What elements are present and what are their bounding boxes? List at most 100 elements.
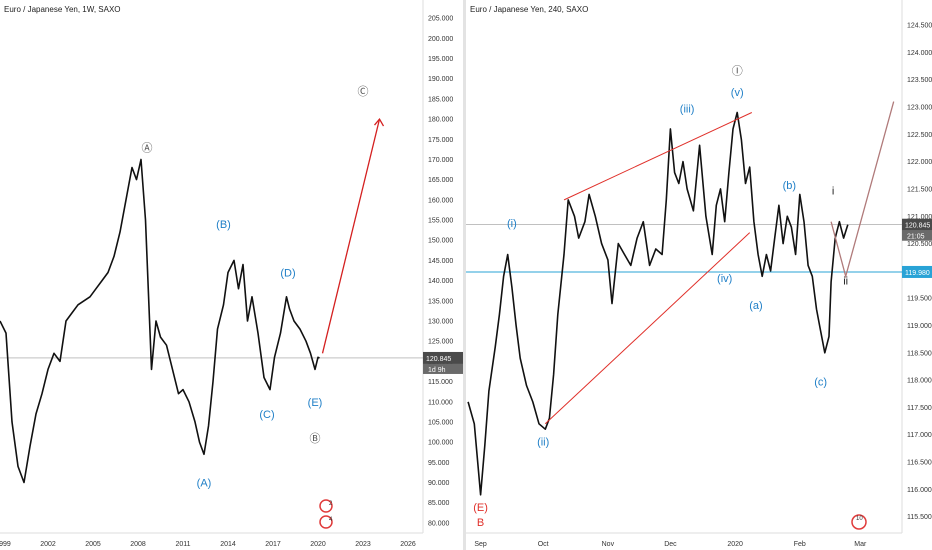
wave-label: (c): [814, 377, 827, 389]
wave-label: (C): [259, 409, 274, 421]
y-tick-label: 185.000: [428, 96, 453, 103]
price-series-line: [0, 158, 320, 484]
y-tick-label: 117.000: [907, 432, 932, 439]
y-tick-label: 195.000: [428, 56, 453, 63]
y-tick-label: 205.000: [428, 16, 453, 23]
y-tick-label: 95.000: [428, 460, 450, 467]
wave-label: (A): [197, 478, 212, 490]
4h-chart[interactable]: Euro / Japanese Yen, 240, SAXO 115.500 11…: [466, 0, 932, 550]
wave-label: (E): [308, 397, 323, 409]
current-price-value: 120.845: [905, 223, 930, 230]
y-tick-label: 90.000: [428, 480, 450, 487]
x-tick-label: 2005: [85, 541, 101, 548]
y-tick-label: 175.000: [428, 137, 453, 144]
x-tick-label: 2014: [220, 541, 236, 548]
wave-label: (ii): [537, 437, 549, 449]
weekly-chart-panel[interactable]: Euro / Japanese Yen, 1W, SAXO 80.000 85.0…: [0, 0, 463, 550]
countdown-value: 1d 9h: [428, 367, 446, 374]
y-tick-label: 100.000: [428, 440, 453, 447]
panel-divider[interactable]: [463, 0, 466, 550]
y-tick-label: 125.000: [428, 339, 453, 346]
level-price-tag: [902, 265, 932, 278]
y-tick-label: 190.000: [428, 76, 453, 83]
current-price-value: 120.845: [426, 356, 451, 363]
y-tick-label: 165.000: [428, 177, 453, 184]
x-tick-label: 1999: [0, 541, 11, 548]
y-tick-label: 135.000: [428, 298, 453, 305]
projection-path: [830, 101, 895, 279]
4h-chart-panel[interactable]: Euro / Japanese Yen, 240, SAXO 115.500 11…: [466, 0, 932, 550]
y-tick-label: 122.000: [907, 159, 932, 166]
y-tick-label: 123.000: [907, 105, 932, 112]
y-tick-label: 116.500: [907, 460, 932, 467]
wave-label: (b): [783, 180, 796, 192]
y-tick-label: 116.000: [907, 487, 932, 494]
price-series-line: [467, 111, 849, 496]
wave-label: (iii): [680, 103, 695, 115]
y-tick-label: 118.000: [907, 378, 932, 385]
x-tick-label: 2002: [40, 541, 56, 548]
x-tick-label: 2017: [265, 541, 281, 548]
wave-label: Ⓒ: [358, 85, 369, 98]
4h-chart-title: Euro / Japanese Yen, 240, SAXO: [470, 5, 588, 14]
y-tick-label: 115.500: [907, 514, 932, 521]
y-tick-label: 180.000: [428, 117, 453, 124]
wave-label: (a): [749, 300, 762, 312]
trend-line: [544, 232, 751, 425]
y-tick-label: 117.500: [907, 405, 932, 412]
event-badge-count: 2: [329, 501, 333, 507]
y-tick-label: 155.000: [428, 218, 453, 225]
trend-line: [563, 112, 753, 201]
countdown-tag: [902, 230, 932, 241]
x-tick-label: Feb: [794, 541, 806, 548]
x-tick-label: 2008: [130, 541, 146, 548]
x-tick-label: Nov: [602, 541, 615, 548]
level-price-value: 119.980: [905, 270, 930, 277]
wave-label: (v): [731, 87, 744, 99]
wave-label: (i): [507, 218, 517, 230]
x-tick-label: Mar: [854, 541, 867, 548]
y-tick-label: 170.000: [428, 157, 453, 164]
weekly-chart[interactable]: Euro / Japanese Yen, 1W, SAXO 80.000 85.0…: [0, 0, 463, 550]
countdown-value: 21:05: [907, 234, 925, 241]
wave-label: i: [832, 185, 834, 197]
y-tick-label: 130.000: [428, 318, 453, 325]
projection-arrowhead: [374, 117, 385, 127]
y-tick-label: 145.000: [428, 258, 453, 265]
wave-label: Ⓐ: [142, 141, 153, 154]
event-badge-icon: [319, 499, 333, 513]
x-tick-label: Oct: [538, 541, 549, 548]
y-tick-label: 160.000: [428, 197, 453, 204]
current-price-tag: [902, 218, 932, 231]
y-tick-label: 105.000: [428, 419, 453, 426]
y-tick-label: 118.500: [907, 350, 932, 357]
x-tick-label: 2020: [727, 541, 743, 548]
wave-label: B: [477, 517, 484, 529]
event-badge-icon: [319, 515, 333, 529]
wave-label: ii: [843, 276, 848, 288]
event-badge-count: 10: [856, 516, 863, 522]
y-tick-label: 123.500: [907, 77, 932, 84]
y-tick-label: 121.500: [907, 186, 932, 193]
x-tick-label: 2011: [175, 541, 190, 548]
wave-label: (B): [216, 219, 231, 231]
y-tick-label: 115.000: [428, 379, 453, 386]
y-tick-label: 119.000: [907, 323, 932, 330]
event-badge-count: 4: [329, 517, 333, 523]
event-badge-icon: [851, 514, 867, 530]
y-tick-label: 124.000: [907, 50, 932, 57]
y-tick-label: 121.000: [907, 214, 932, 221]
y-tick-label: 122.500: [907, 132, 932, 139]
countdown-tag: [423, 363, 463, 374]
y-tick-label: 119.500: [907, 296, 932, 303]
y-tick-label: 120.500: [907, 241, 932, 248]
wave-label: Ⓘ: [732, 64, 743, 77]
current-price-tag: [423, 351, 463, 364]
x-tick-label: 2026: [400, 541, 416, 548]
x-tick-label: 2023: [355, 541, 371, 548]
y-tick-label: 140.000: [428, 278, 453, 285]
y-tick-label: 200.000: [428, 36, 453, 43]
wave-label: (E): [473, 502, 488, 514]
wave-label: Ⓑ: [310, 432, 321, 445]
y-tick-label: 150.000: [428, 238, 453, 245]
